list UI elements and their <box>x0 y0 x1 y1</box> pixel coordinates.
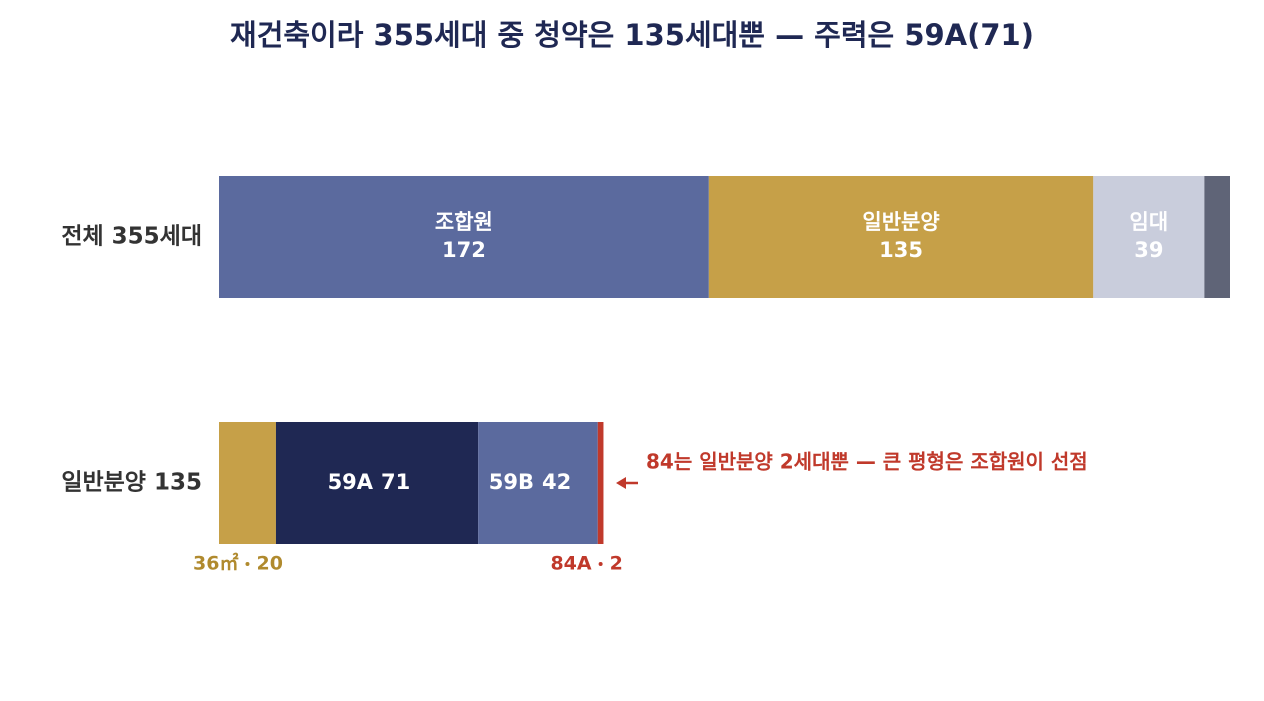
segment-label: 일반분양 135 <box>862 210 939 262</box>
row-label: 일반분양 135 <box>61 470 202 496</box>
segment-name: 36㎡ <box>193 552 238 575</box>
separator-dot <box>598 562 603 566</box>
segment-name: 59A <box>328 470 374 494</box>
segment-value: 20 <box>256 553 282 575</box>
segment-name: 조합원 <box>435 210 493 234</box>
segment-name: 59B <box>489 470 534 494</box>
segment-label: 조합원 172 <box>435 210 493 262</box>
separator-dot <box>245 562 250 566</box>
segment-label: 59B 42 <box>489 470 571 494</box>
bar-segment <box>1204 176 1230 298</box>
bar-segment <box>478 422 598 544</box>
segment-name: 84A <box>550 553 591 575</box>
segment-label: 59A 71 <box>328 470 411 494</box>
bar-segment <box>597 422 604 544</box>
segment-value: 39 <box>1134 238 1163 262</box>
bar-segment <box>219 422 276 544</box>
bar-segment <box>275 422 479 544</box>
chart-title: 재건축이라 355세대 중 청약은 135세대뿐 — 주력은 59A(71) <box>230 18 1034 52</box>
row-label: 전체 355세대 <box>61 224 202 250</box>
segment-value: 172 <box>442 238 486 262</box>
bar-segment <box>1093 176 1205 298</box>
segment-label: 임대 39 <box>1130 210 1169 262</box>
bar-segment <box>219 176 709 298</box>
segment-value: 2 <box>610 553 623 575</box>
annotation-arrowhead <box>616 477 626 489</box>
segment-value: 135 <box>879 238 923 262</box>
segment-value: 71 <box>381 470 410 494</box>
segment-name: 임대 <box>1130 210 1169 234</box>
segment-name: 일반분양 <box>862 210 939 234</box>
annotation: 84는 일반분양 2세대뿐 — 큰 평형은 조합원이 선점 <box>646 450 1088 474</box>
segment-value: 42 <box>542 470 571 494</box>
bar-segment <box>708 176 1094 298</box>
